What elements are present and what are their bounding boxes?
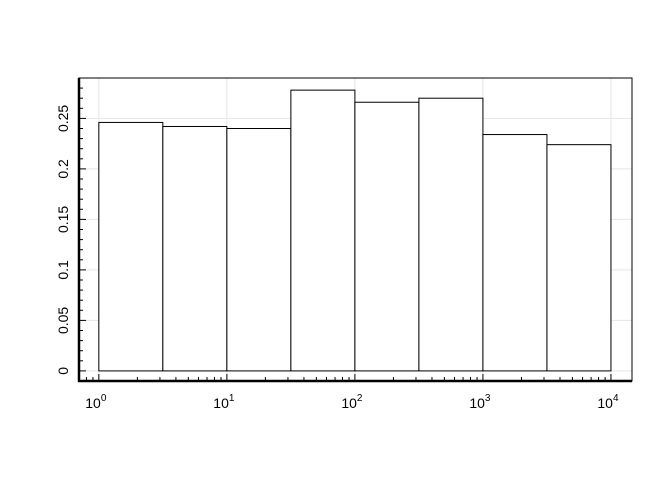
y-tick-label: 0.15: [55, 206, 71, 233]
histogram-bar: [98, 121, 164, 372]
x-tick-label: 102: [341, 393, 363, 411]
histogram-bar: [482, 134, 548, 372]
x-tick-label: 100: [85, 393, 107, 411]
y-tick-label: 0: [55, 367, 71, 375]
histogram-bar: [418, 97, 484, 372]
y-tick-label: 0.25: [55, 105, 71, 132]
y-tick-label: 0.2: [55, 159, 71, 179]
x-tick-label: 103: [469, 393, 491, 411]
bars: [98, 89, 612, 372]
histogram-bar: [226, 128, 292, 372]
y-tick-label: 0.1: [55, 260, 71, 280]
histogram-bar: [162, 125, 228, 372]
y-tick-label: 0.05: [55, 307, 71, 334]
histogram-bar: [290, 89, 356, 372]
x-tick-label: 104: [597, 393, 619, 411]
x-tick-label: 101: [213, 393, 235, 411]
tick-labels: 0 0.05 0.1 0.15 0.2 0.25 100 101 102 103 104: [55, 105, 619, 411]
axes: [77, 77, 633, 383]
histogram-bar: [546, 144, 612, 372]
histogram-bar: [354, 101, 420, 372]
